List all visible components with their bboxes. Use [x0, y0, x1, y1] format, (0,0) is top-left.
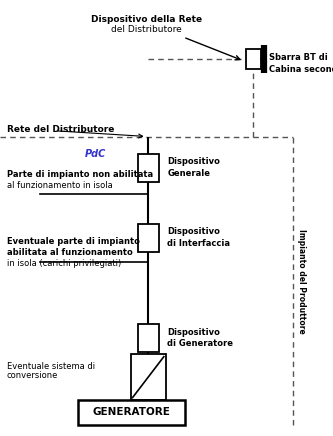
Text: Dispositivo
Generale: Dispositivo Generale	[167, 157, 220, 178]
Bar	[131, 354, 166, 400]
Text: Dispositivo della Rete: Dispositivo della Rete	[91, 15, 202, 24]
Bar	[138, 324, 159, 352]
Text: Impianto del Produttore: Impianto del Produttore	[297, 229, 306, 334]
Text: conversione: conversione	[7, 371, 58, 380]
Text: Dispositivo
di Generatore: Dispositivo di Generatore	[167, 327, 233, 348]
Text: Sbarra BT di
Cabina secondaria: Sbarra BT di Cabina secondaria	[269, 53, 333, 74]
Text: Parte di impianto non abilitata: Parte di impianto non abilitata	[7, 170, 153, 179]
Text: al funzionamento in isola: al funzionamento in isola	[7, 181, 113, 190]
Bar	[246, 49, 260, 68]
Text: Eventuale parte di impianto: Eventuale parte di impianto	[7, 238, 140, 246]
Text: Rete del Distributore: Rete del Distributore	[7, 125, 114, 134]
Text: Eventuale sistema di: Eventuale sistema di	[7, 362, 95, 371]
Text: in isola (carichi privilegiati): in isola (carichi privilegiati)	[7, 259, 121, 268]
Text: Dispositivo
di Interfaccia: Dispositivo di Interfaccia	[167, 227, 230, 248]
Text: abilitata al funzionamento: abilitata al funzionamento	[7, 249, 133, 257]
Text: GENERATORE: GENERATORE	[93, 408, 170, 417]
Bar	[138, 154, 159, 182]
Bar	[78, 400, 185, 425]
Bar	[138, 224, 159, 252]
Text: del Distributore: del Distributore	[111, 25, 182, 34]
Text: PdC: PdC	[85, 149, 106, 159]
